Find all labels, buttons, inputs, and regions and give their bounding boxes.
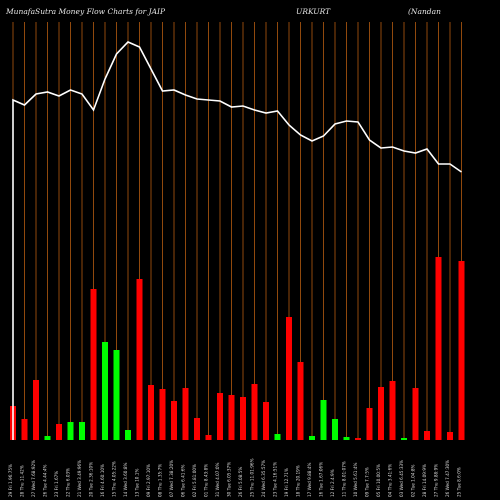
x-tick-label: 15 Thu 4.05:22% — [112, 461, 117, 497]
x-tick-label: 20 Tue 2.36:10% — [89, 462, 94, 497]
bars — [10, 257, 465, 440]
bar-21 — [251, 384, 258, 440]
x-tick-label: 27 Thu 9.88:9% — [434, 464, 439, 497]
bar-28 — [332, 419, 338, 440]
x-tick-label: 24 Wed 6.35:57% — [261, 460, 266, 497]
x-tick-label: 28 Thu 11.42% — [20, 465, 25, 497]
bar-31 — [366, 408, 373, 440]
x-tick-label: 30 Tue 6.05:37% — [227, 462, 232, 497]
x-tick-label: 07 Wed 7.38:20% — [169, 460, 174, 497]
x-tick-label: 02 Tue 1.04:8% — [411, 464, 416, 497]
bar-37 — [435, 257, 442, 440]
x-tick-label: 03 Wed 6.45:33% — [399, 460, 404, 497]
x-tick-label: 11 Thu 8.01:07% — [342, 461, 347, 497]
bar-1 — [21, 419, 28, 440]
bar-8 — [102, 342, 108, 440]
x-tick-labels: 29 Fri 1.96:75% 28 Thu 11.42% 27 Wed 7.68:… — [8, 458, 462, 497]
x-tick-label: 01 Thu 8.43:8% — [204, 464, 209, 497]
bar-9 — [113, 350, 120, 440]
bar-4 — [56, 424, 62, 440]
x-tick-label: 26 Wed 7.47:30% — [445, 460, 450, 497]
x-tick-label: 04 Thu 3.41:6% — [388, 464, 393, 497]
bar-12 — [148, 385, 154, 440]
bar-34 — [401, 438, 407, 440]
bar-20 — [240, 397, 246, 440]
bar-36 — [424, 431, 430, 440]
bar-15 — [182, 388, 189, 440]
bar-16 — [194, 418, 200, 440]
title-right-text: (Nandan — [408, 7, 441, 16]
bar-23 — [274, 434, 281, 440]
x-tick-label: 26 Fri 5.08:5% — [238, 467, 243, 497]
bar-14 — [171, 401, 177, 440]
x-tick-label: 31 Wed 4.07:0% — [215, 462, 220, 497]
x-tick-label: 25 Tue 8.6:0% — [457, 467, 462, 497]
title-middle-text: URKURT — [296, 7, 331, 16]
bar-7 — [90, 289, 97, 440]
bar-13 — [159, 389, 166, 440]
bar-39 — [458, 261, 465, 440]
bar-10 — [125, 430, 131, 440]
bar-22 — [263, 402, 269, 440]
x-tick-label: 19 Fri 12.71% — [284, 468, 289, 497]
x-tick-label: 09 Fri 2.97:10% — [146, 464, 151, 497]
bar-3 — [44, 436, 51, 440]
x-tick-label: 14 Wed 3.60:8% — [123, 462, 128, 497]
bar-25 — [297, 362, 304, 440]
x-tick-label: 02 Fri 5.81:00% — [192, 464, 197, 497]
gridlines — [12, 22, 462, 440]
x-tick-label: 17 Wed 9.88:4% — [307, 462, 312, 497]
bar-6 — [79, 422, 85, 440]
bar-18 — [217, 393, 223, 440]
bar-38 — [447, 432, 453, 440]
title-left-text: MunafaSutra Money Flow Charts for JAIP — [6, 7, 166, 16]
bar-27 — [320, 400, 327, 440]
x-tick-label: 25 Thu 11.01:96% — [250, 458, 255, 497]
x-tick-label: 18 Thu 20.19% — [296, 465, 301, 497]
x-tick-label: 21 Wed 3.49:96% — [77, 460, 82, 497]
x-tick-label: 12 Fri 2.4:9% — [330, 469, 335, 497]
x-tick-label: 28 Fri 14.09:9% — [422, 464, 427, 497]
x-tick-label: 27 Wed 7.68:92% — [31, 460, 36, 497]
x-tick-label: 29 Fri 1.96:75% — [8, 464, 13, 497]
x-tick-label: 26 Tue 4.44:4% — [43, 464, 48, 497]
x-tick-label: 08 Thu 1.35:7% — [158, 464, 163, 497]
bar-26 — [309, 436, 315, 440]
bar-35 — [412, 388, 419, 440]
bar-33 — [389, 381, 396, 440]
bar-5 — [67, 422, 74, 440]
bar-30 — [355, 438, 361, 440]
x-tick-label: 23 Tue 4.16:51% — [273, 462, 278, 497]
bar-24 — [286, 317, 292, 440]
x-tick-label: 05 Fri 10.00:5% — [376, 464, 381, 497]
x-tick-label: 09 Tue 7.7:5% — [365, 467, 370, 497]
bar-11 — [136, 279, 143, 440]
x-tick-label: 06 Tue 6.41:6% — [181, 464, 186, 497]
bar-17 — [205, 435, 212, 440]
x-tick-label: 16 Tue 1.67:06% — [319, 462, 324, 497]
bar-19 — [228, 395, 235, 440]
x-tick-label: 16 Fri 4.60:10% — [100, 464, 105, 497]
x-tick-label: 13 Tue 10.1% — [135, 469, 140, 497]
money-flow-line — [12, 41, 462, 440]
chart-title: MunafaSutra Money Flow Charts for JAIP U… — [0, 0, 500, 20]
bar-2 — [33, 380, 39, 440]
x-tick-label: 10 Wed 5.61:4% — [353, 462, 358, 497]
bar-32 — [378, 387, 384, 440]
bar-29 — [343, 437, 350, 440]
x-tick-label: 23 Fri 1.67% — [54, 471, 59, 497]
x-tick-label: 22 Thu 6.03% — [66, 468, 71, 497]
